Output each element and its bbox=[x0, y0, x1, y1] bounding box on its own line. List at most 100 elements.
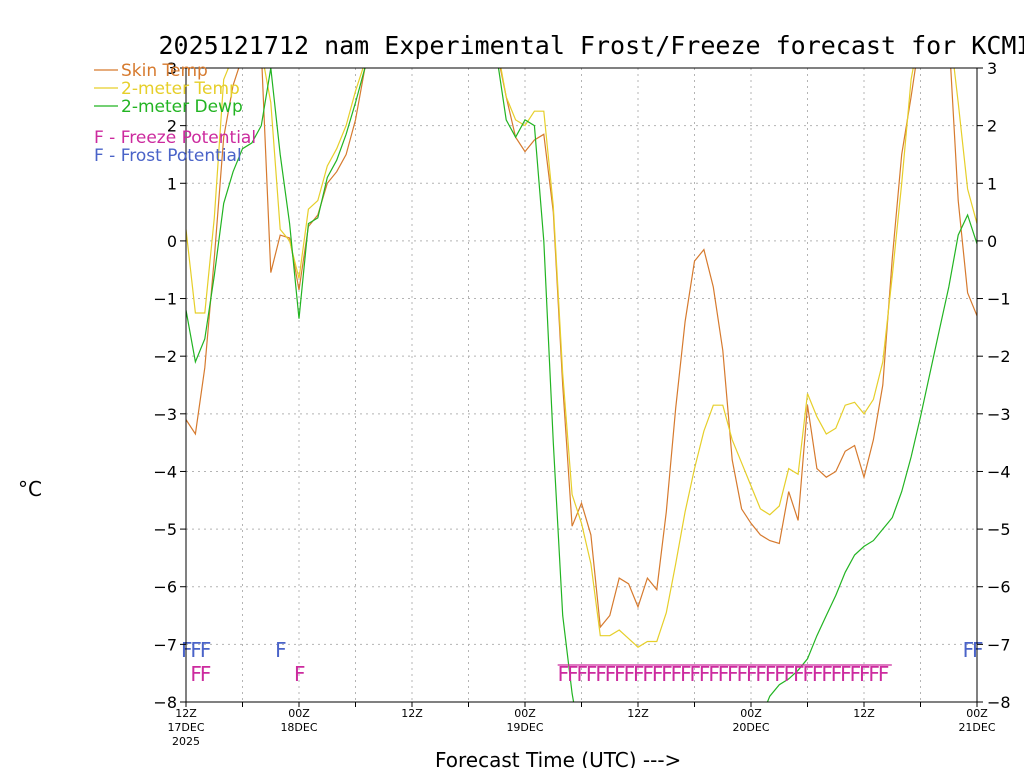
y-tick-label-right: −7 bbox=[987, 635, 1011, 654]
frost-marker: F bbox=[200, 638, 212, 662]
y-tick-label: −8 bbox=[153, 693, 177, 712]
x-tick-label: 00Z bbox=[514, 707, 536, 720]
grid bbox=[186, 68, 977, 702]
chart-title: 2025121712 nam Experimental Frost/Freeze… bbox=[159, 31, 1024, 60]
marker-legend-label: F - Frost Potential bbox=[94, 146, 242, 166]
freeze-marker: F bbox=[190, 662, 202, 686]
freeze-marker: F bbox=[699, 662, 711, 686]
x-tick-year-label: 2025 bbox=[172, 735, 200, 748]
x-axis-label: Forecast Time (UTC) ---> bbox=[435, 748, 681, 768]
freeze-marker: F bbox=[708, 662, 720, 686]
x-tick-label: 00Z bbox=[740, 707, 762, 720]
freeze-marker: F bbox=[690, 662, 702, 686]
freeze-marker: F bbox=[614, 662, 626, 686]
x-tick-date-label: 19DEC bbox=[506, 721, 543, 734]
y-tick-label-right: −2 bbox=[987, 347, 1011, 366]
frost-marker: F bbox=[972, 638, 984, 662]
frost-freeze-markers: FF F FFFFFFFFFFFFFFFFFFFFFFFFFFFFFFFFFFFFF… bbox=[181, 638, 984, 686]
freeze-marker: F bbox=[294, 662, 306, 686]
freeze-marker: F bbox=[812, 662, 824, 686]
x-tick-label: 12Z bbox=[401, 707, 423, 720]
y-tick-label: 3 bbox=[167, 59, 177, 78]
freeze-marker: F bbox=[793, 662, 805, 686]
freeze-marker: F bbox=[755, 662, 767, 686]
freeze-marker: F bbox=[821, 662, 833, 686]
freeze-marker: F bbox=[605, 662, 617, 686]
y-tick-label: 0 bbox=[167, 232, 177, 251]
freeze-marker: F bbox=[831, 662, 843, 686]
x-tick-date-label: 21DEC bbox=[958, 721, 995, 734]
freeze-marker: F bbox=[840, 662, 852, 686]
x-tick-date-label: 20DEC bbox=[732, 721, 769, 734]
freeze-marker: F bbox=[746, 662, 758, 686]
x-tick-label: 12Z bbox=[627, 707, 649, 720]
freeze-marker: F bbox=[671, 662, 683, 686]
y-tick-label: −6 bbox=[153, 578, 177, 597]
y-tick-label-right: 3 bbox=[987, 59, 997, 78]
freeze-marker: F bbox=[577, 662, 589, 686]
y-tick-label: 2 bbox=[167, 117, 177, 136]
y-tick-label: −4 bbox=[153, 462, 177, 481]
y-axis-ticks: −8 −8 −7 −7 −6 −6 −5 −5 −4 −4 −3 −3 −2 −2 −1 −1 0 0 1 1 2 2 3 3 bbox=[153, 59, 1010, 712]
freeze-marker: F bbox=[633, 662, 645, 686]
freeze-marker: F bbox=[859, 662, 871, 686]
freeze-marker: F bbox=[652, 662, 664, 686]
legend-label: 2-meter Dewp bbox=[121, 97, 243, 117]
y-tick-label-right: 1 bbox=[987, 174, 997, 193]
marker-legend-label: F - Freeze Potential bbox=[94, 128, 256, 148]
x-tick-date-label: 18DEC bbox=[280, 721, 317, 734]
series-line-2-meter-temp bbox=[186, 68, 977, 648]
y-tick-label: −5 bbox=[153, 520, 177, 539]
freeze-marker: F bbox=[784, 662, 796, 686]
y-tick-label-right: −6 bbox=[987, 578, 1011, 597]
freeze-marker: F bbox=[868, 662, 880, 686]
y-tick-label: 1 bbox=[167, 174, 177, 193]
freeze-marker: F bbox=[850, 662, 862, 686]
freeze-marker: F bbox=[200, 662, 212, 686]
freeze-marker: F bbox=[586, 662, 598, 686]
y-tick-label-right: −3 bbox=[987, 405, 1011, 424]
series-line-2-meter-dewp bbox=[186, 68, 977, 702]
x-tick-label: 00Z bbox=[288, 707, 310, 720]
freeze-marker: F bbox=[737, 662, 749, 686]
frost-marker: F bbox=[275, 638, 287, 662]
y-axis-label: °C bbox=[18, 477, 42, 501]
legend-label: Skin Temp bbox=[121, 61, 208, 81]
freeze-marker: F bbox=[680, 662, 692, 686]
freeze-marker: F bbox=[774, 662, 786, 686]
freeze-marker: F bbox=[595, 662, 607, 686]
y-tick-label: −1 bbox=[153, 290, 177, 309]
x-tick-label: 12Z bbox=[853, 707, 875, 720]
freeze-marker: F bbox=[878, 662, 890, 686]
series-lines bbox=[186, 68, 977, 702]
plot-frame bbox=[185, 67, 978, 703]
freeze-marker: F bbox=[642, 662, 654, 686]
y-tick-label-right: −1 bbox=[987, 290, 1011, 309]
y-tick-label-right: 0 bbox=[987, 232, 997, 251]
freeze-marker: F bbox=[661, 662, 673, 686]
freeze-marker: F bbox=[765, 662, 777, 686]
freeze-marker: F bbox=[567, 662, 579, 686]
freeze-marker: F bbox=[558, 662, 570, 686]
frost-marker: F bbox=[181, 638, 193, 662]
legend-label: 2-meter Temp bbox=[121, 79, 240, 99]
y-tick-label-right: 2 bbox=[987, 117, 997, 136]
frost-marker: F bbox=[190, 638, 202, 662]
frost-marker: F bbox=[963, 638, 975, 662]
x-tick-label: 12Z bbox=[175, 707, 197, 720]
freeze-marker: F bbox=[727, 662, 739, 686]
y-tick-label-right: −8 bbox=[987, 693, 1011, 712]
y-tick-label: −3 bbox=[153, 405, 177, 424]
x-tick-date-label: 17DEC bbox=[167, 721, 204, 734]
y-tick-label: −7 bbox=[153, 635, 177, 654]
x-tick-label: 00Z bbox=[966, 707, 988, 720]
y-tick-label: −2 bbox=[153, 347, 177, 366]
freeze-marker: F bbox=[624, 662, 636, 686]
series-line-skin-temp bbox=[186, 68, 977, 629]
y-tick-label-right: −4 bbox=[987, 462, 1011, 481]
y-tick-label-right: −5 bbox=[987, 520, 1011, 539]
freeze-marker: F bbox=[803, 662, 815, 686]
